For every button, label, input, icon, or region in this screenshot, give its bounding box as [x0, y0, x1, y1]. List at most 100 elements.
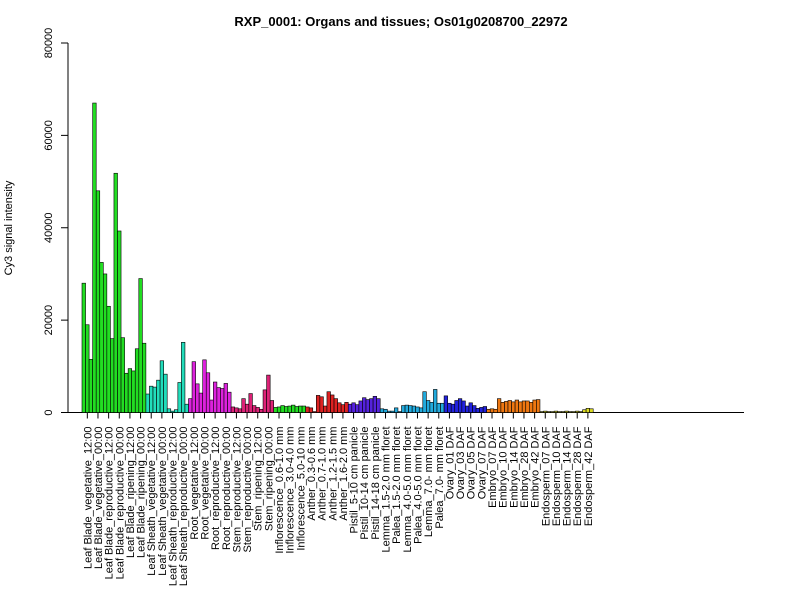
category-label: Ovary_05 DAF: [466, 426, 478, 499]
category-label: Leaf Sheath_vegetative_00:00: [157, 427, 169, 576]
bar: [166, 408, 172, 413]
category-label: Anther_1.2-1.5 mm: [327, 427, 339, 521]
bar: [440, 402, 445, 413]
bar: [266, 374, 271, 413]
bar: [376, 398, 381, 413]
bar: [401, 405, 406, 413]
category-label: Pistil_5-10 cm panicle: [349, 427, 361, 534]
bar: [159, 360, 164, 413]
category-label: Stem_reproductive_00:00: [242, 427, 254, 553]
bar: [262, 389, 267, 413]
bar: [578, 411, 583, 413]
bar: [589, 408, 594, 413]
bar: [489, 408, 495, 413]
bar: [291, 404, 296, 413]
bar: [511, 401, 516, 413]
bar: [181, 341, 186, 413]
bar: [493, 408, 498, 413]
bar: [117, 230, 122, 413]
category-label: Embryo_07 DAF: [487, 426, 499, 508]
category-label: Root_vegetative_00:00: [199, 427, 211, 540]
bar: [131, 370, 136, 413]
chart-title: RXP_0001: Organs and tissues; Os01g02087…: [234, 14, 567, 29]
category-label: Stem_reproductive_12:00: [231, 427, 243, 553]
bar: [223, 383, 228, 413]
bar: [482, 406, 487, 413]
bar: [259, 408, 264, 413]
bar: [81, 282, 86, 413]
bar: [436, 402, 441, 413]
category-label: Endosperm_07 DAF: [540, 426, 552, 526]
category-label: Pistil_10-14 cm panicle: [359, 427, 371, 540]
bar: [500, 402, 505, 413]
bar: [110, 338, 115, 413]
y-axis: 0 20000 40000 60000 80000: [43, 28, 69, 416]
category-label: Endosperm_10 DAF: [551, 426, 563, 526]
bar: [92, 102, 97, 413]
bar: [536, 399, 541, 413]
bar: [287, 405, 292, 413]
bar: [347, 403, 353, 413]
bar: [188, 398, 193, 413]
bar: [269, 400, 274, 413]
bar: [362, 397, 367, 413]
y-tick-label: 20000: [43, 305, 55, 336]
bar: [149, 385, 154, 413]
bar: [497, 398, 502, 413]
bar: [415, 406, 420, 413]
bar: [298, 405, 303, 413]
bar: [220, 388, 225, 413]
bar: [138, 278, 143, 413]
category-label: Leaf Blade_reproductive_00:00: [114, 427, 126, 580]
bar: [507, 400, 512, 413]
bar: [575, 410, 580, 413]
category-label: Root_reproductive_12:00: [210, 427, 222, 551]
bar: [95, 190, 101, 413]
category-label: Endosperm_28 DAF: [572, 426, 584, 526]
category-label: Leaf Blade_vegetative_00:00: [93, 427, 105, 570]
bar: [525, 400, 530, 413]
category-label: Root_vegetative_12:00: [189, 427, 201, 540]
bar: [426, 400, 431, 413]
category-label: Leaf Blade_ripening_12:00: [125, 427, 137, 559]
bar: [557, 411, 562, 413]
bar: [585, 408, 590, 413]
bar: [337, 402, 342, 413]
category-label: Lemma_4.0-5.0 mm floret: [402, 427, 414, 553]
bar: [301, 405, 306, 413]
bar: [450, 403, 456, 413]
bar: [344, 402, 349, 413]
bar: [379, 408, 385, 413]
bar: [411, 405, 416, 413]
bar: [213, 381, 218, 413]
bar: [443, 395, 448, 413]
bar: [514, 399, 519, 413]
category-label: Anther_0.3-0.6 mm: [306, 427, 318, 521]
bar: [550, 411, 555, 413]
bar: [227, 391, 232, 413]
bar: [340, 404, 345, 413]
category-label: Pistil_14-18 cm panicle: [370, 427, 382, 540]
bar: [390, 410, 395, 413]
category-label: Leaf Blade_ripening_00:00: [136, 427, 148, 559]
bar: [156, 379, 161, 413]
category-label: Stem_ripening_12:00: [253, 427, 265, 532]
bar: [564, 410, 569, 413]
bar: [369, 398, 374, 413]
category-label: Endosperm_14 DAF: [562, 426, 574, 526]
bar: [330, 394, 335, 413]
bar: [85, 324, 90, 413]
bar: [386, 410, 392, 413]
bar: [571, 411, 576, 413]
category-label: Embryo_42 DAF: [530, 426, 542, 508]
category-label: Anther_0.7-1.0 mm: [317, 427, 329, 521]
bar: [461, 400, 466, 413]
category-label: Leaf Blade_vegetative_12:00: [82, 427, 94, 570]
bar: [134, 348, 140, 413]
category-label: Palea_4.0-5.0 mm floret: [412, 427, 424, 544]
category-label: Embryo_10 DAF: [498, 426, 510, 508]
bar: [312, 411, 317, 413]
bar: [465, 405, 470, 413]
bar: [127, 368, 132, 413]
